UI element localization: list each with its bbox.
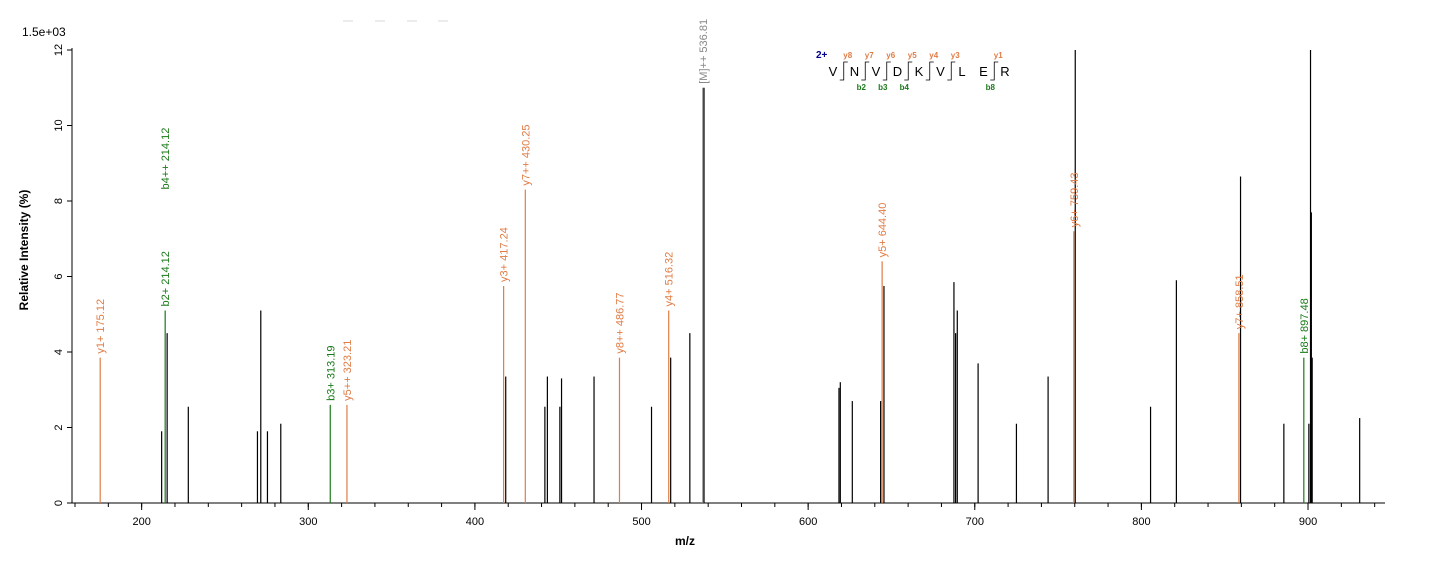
peak-annotation-label: b3+ 313.19 (325, 345, 337, 400)
sequence-b-ion-label: b2 (857, 83, 867, 92)
peak-annotation-label: b4++ 214.12 (160, 128, 172, 190)
peak-annotation-label: b8+ 897.48 (1299, 298, 1311, 353)
sequence-residue: N (850, 64, 859, 79)
intensity-scale-label: 1.5e+03 (22, 25, 66, 39)
sequence-residue: L (958, 64, 965, 79)
peak-annotation-label: y4+ 516.32 (664, 252, 676, 307)
x-tick-label: 500 (632, 516, 650, 528)
y-tick-label: 10 (53, 119, 65, 131)
y-tick-label: 2 (53, 424, 65, 430)
sequence-residue: E (979, 64, 988, 79)
x-axis-title: m/z (675, 534, 695, 548)
sequence-cleavage-mark (882, 61, 891, 81)
y-axis-title: Relative Intensity (%) (17, 190, 31, 311)
peak-annotation-label: y5+ 644.40 (877, 203, 889, 258)
x-tick-label: 600 (799, 516, 817, 528)
peak-annotation-label: y7++ 430.25 (520, 125, 532, 186)
axes: 0 2 4 6 8 10 12 200 300 400 500 600 700 800 900 (53, 44, 1385, 528)
sequence-cleavage-mark (947, 61, 956, 81)
x-tick-label: 700 (966, 516, 984, 528)
peak-annotation-label: b2+ 214.12 (160, 251, 172, 306)
sequence-cleavage-mark (990, 61, 999, 81)
sequence-y-ion-label: y4 (929, 51, 938, 60)
sequence-cleavage-mark (904, 61, 913, 81)
annotated-peaks: y1+ 175.12 b2+ 214.12 b4++ 214.12 b3+ 313.1… (95, 19, 1311, 503)
y-tick-label: 6 (53, 273, 65, 279)
sequence-y-ion-label: y6 (886, 51, 895, 60)
peak-annotation-label: y6+ 759.43 (1069, 172, 1081, 227)
sequence-residue: K (915, 64, 924, 79)
y-tick-label: 8 (53, 198, 65, 204)
x-tick-label: 400 (466, 516, 484, 528)
peak-annotation-label: y5++ 323.21 (342, 340, 354, 401)
sequence-b-ion-label: b3 (878, 83, 888, 92)
sequence-b-ion-label: b8 (986, 83, 996, 92)
sequence-y-ion-label: y1 (994, 51, 1003, 60)
sequence-y-ion-label: y8 (843, 51, 852, 60)
sequence-residue: V (872, 64, 881, 79)
y-tick-label: 12 (53, 44, 65, 56)
x-tick-label: 900 (1299, 516, 1317, 528)
sequence-y-ion-label: y3 (951, 51, 960, 60)
sequence-residue: D (893, 64, 902, 79)
peak-annotation-label: y8++ 486.77 (614, 292, 626, 353)
sequence-y-ion-label: y7 (865, 51, 874, 60)
sequence-cleavage-mark (861, 61, 870, 81)
peak-annotation-label: y1+ 175.12 (95, 299, 107, 354)
sequence-residue: R (1000, 64, 1009, 79)
sequence-charge: 2+ (816, 50, 828, 61)
sequence-residue: V (829, 64, 838, 79)
x-tick-label: 200 (132, 516, 150, 528)
sequence-residue: V (936, 64, 945, 79)
sequence-cleavage-mark (839, 61, 848, 81)
peak-annotation-label: y3+ 417.24 (499, 227, 511, 282)
sequence-cleavage-mark (925, 61, 934, 81)
peak-annotation-label: [M]++ 536.81 (698, 19, 710, 84)
sequence-y-ion-label: y5 (908, 51, 917, 60)
peak-annotation-label: y7+ 858.51 (1234, 274, 1246, 329)
peaks (161, 50, 1361, 503)
sequence-b-ion-label: b4 (900, 83, 910, 92)
x-tick-label: 800 (1132, 516, 1150, 528)
y-tick-label: 0 (53, 500, 65, 506)
x-tick-label: 300 (299, 516, 317, 528)
y-tick-label: 4 (53, 349, 65, 355)
